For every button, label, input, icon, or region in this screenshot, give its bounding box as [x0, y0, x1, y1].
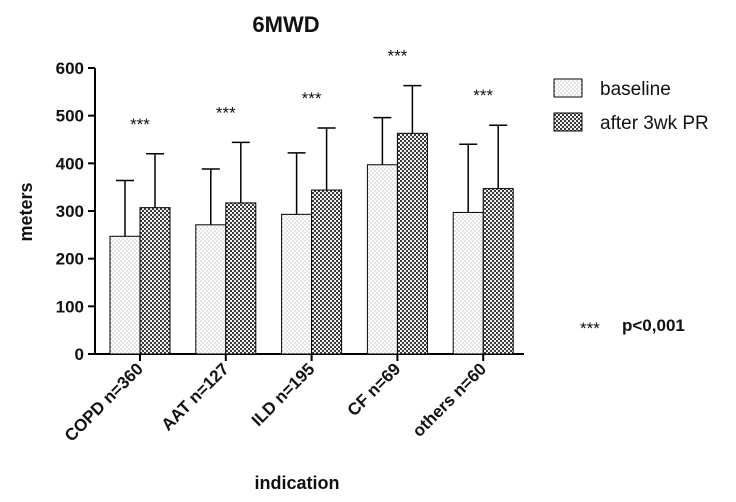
x-category-label: ILD n=195: [248, 359, 319, 430]
y-tick-label: 400: [56, 154, 84, 173]
x-axis-label: indication: [255, 473, 340, 493]
significance-marker: ***: [387, 47, 407, 66]
legend-swatch-after-3wk-pr: [553, 112, 583, 132]
bar-baseline: [195, 224, 227, 355]
bar-after-3wk-pr: [225, 202, 257, 355]
legend: baseline after 3wk PR: [553, 78, 709, 134]
legend-item-after-3wk-pr: after 3wk PR: [553, 112, 709, 134]
bar-baseline: [281, 213, 313, 355]
legend-swatch-baseline: [553, 78, 583, 98]
chart-title: 6MWD: [252, 12, 319, 37]
x-category-label: others n=60: [409, 359, 490, 440]
significance-marker: ***: [216, 103, 236, 122]
bar-after-3wk-pr: [396, 132, 428, 355]
y-tick-label: 600: [56, 59, 84, 78]
significance-note-text: p<0,001: [622, 316, 685, 335]
significance-marker: ***: [302, 89, 322, 108]
significance-note: *** p<0,001: [580, 316, 685, 338]
x-category-label: AAT n=127: [158, 359, 233, 434]
y-tick-label: 500: [56, 107, 84, 126]
legend-label-after-3wk-pr: after 3wk PR: [600, 113, 709, 134]
y-axis-label: meters: [16, 182, 36, 241]
x-category-label: COPD n=360: [61, 359, 147, 445]
bar-after-3wk-pr: [311, 189, 343, 355]
legend-label-baseline: baseline: [600, 79, 671, 100]
bar-baseline: [366, 164, 398, 355]
significance-note-symbol: ***: [580, 319, 600, 338]
y-tick-label: 100: [56, 297, 84, 316]
bar-after-3wk-pr: [482, 188, 514, 355]
x-ticks: COPD n=360 AAT n=127 ILD n=195 CF n=69 other…: [61, 354, 490, 445]
bars: *** *** *** *** ***: [109, 47, 514, 355]
bar-after-3wk-pr: [139, 207, 171, 355]
legend-item-baseline: baseline: [553, 78, 671, 100]
y-tick-label: 0: [75, 345, 84, 364]
y-tick-label: 200: [56, 250, 84, 269]
y-ticks: 0 100 200 300 400 500 600: [56, 59, 95, 364]
x-category-label: CF n=69: [344, 359, 405, 420]
bar-baseline: [109, 235, 141, 355]
y-tick-label: 300: [56, 202, 84, 221]
significance-marker: ***: [473, 86, 493, 105]
bar-baseline: [452, 211, 484, 355]
significance-marker: ***: [130, 115, 150, 134]
